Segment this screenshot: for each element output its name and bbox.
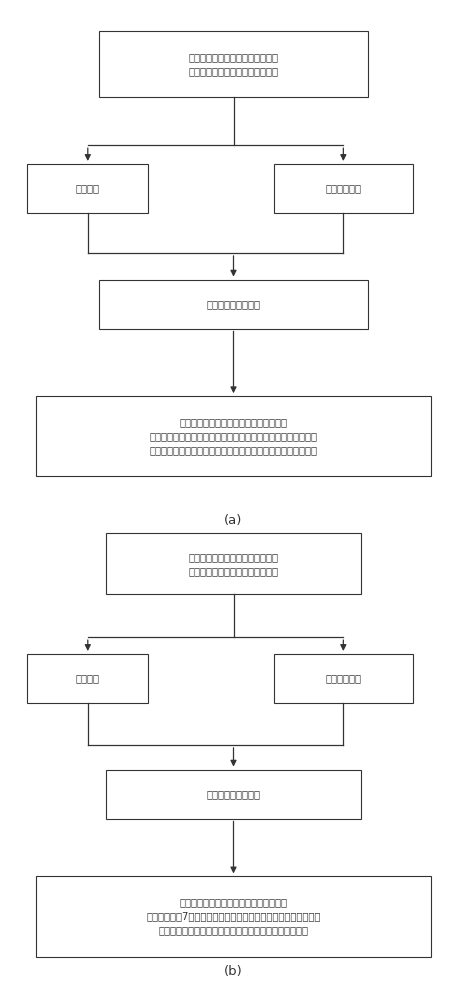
FancyBboxPatch shape xyxy=(27,164,149,213)
Text: 参照起止时间，使压缩空气通过主体管道
使得主体管道中的尿素被压缩空气送入喷嘴装置从而喷入尿素，
或者使压缩空气不通过主体管道进入喷嘴装置从而停止喷入尿素: 参照起止时间，使压缩空气通过主体管道 使得主体管道中的尿素被压缩空气送入喷嘴装置… xyxy=(149,417,318,455)
FancyBboxPatch shape xyxy=(36,396,431,476)
Text: 输送压缩空气: 输送压缩空气 xyxy=(325,673,361,683)
Text: 输送压缩空气: 输送压缩空气 xyxy=(325,183,361,193)
FancyBboxPatch shape xyxy=(274,654,413,703)
Text: 参照起止时间，使压缩空气进入主体管道
使得主体管道7中的尿素被压缩空气送入喷嘴装置从而喷入尿素，
或者使压缩空气改变为不进入喷嘴装置从而停止喷入尿素: 参照起止时间，使压缩空气进入主体管道 使得主体管道7中的尿素被压缩空气送入喷嘴装… xyxy=(146,898,321,936)
Text: 输送尿素: 输送尿素 xyxy=(76,673,100,683)
FancyBboxPatch shape xyxy=(106,770,361,818)
Text: (b): (b) xyxy=(224,965,243,978)
Text: 采集内燃机引擎及排气系统的参数
计算尿素目标供给量及其起止时间: 采集内燃机引擎及排气系统的参数 计算尿素目标供给量及其起止时间 xyxy=(189,552,278,576)
FancyBboxPatch shape xyxy=(99,31,368,97)
Text: 尿素与压缩空气混合: 尿素与压缩空气混合 xyxy=(206,299,261,309)
Text: (a): (a) xyxy=(224,514,243,527)
FancyBboxPatch shape xyxy=(36,876,431,957)
Text: 输送尿素: 输送尿素 xyxy=(76,183,100,193)
Text: 尿素与压缩空气混合: 尿素与压缩空气混合 xyxy=(206,789,261,799)
FancyBboxPatch shape xyxy=(274,164,413,213)
FancyBboxPatch shape xyxy=(99,279,368,329)
FancyBboxPatch shape xyxy=(106,533,361,594)
Text: 采集内燃机引擎及排气系统的参数
计算尿素目标供给量及其起止时间: 采集内燃机引擎及排气系统的参数 计算尿素目标供给量及其起止时间 xyxy=(189,52,278,76)
FancyBboxPatch shape xyxy=(27,654,149,703)
